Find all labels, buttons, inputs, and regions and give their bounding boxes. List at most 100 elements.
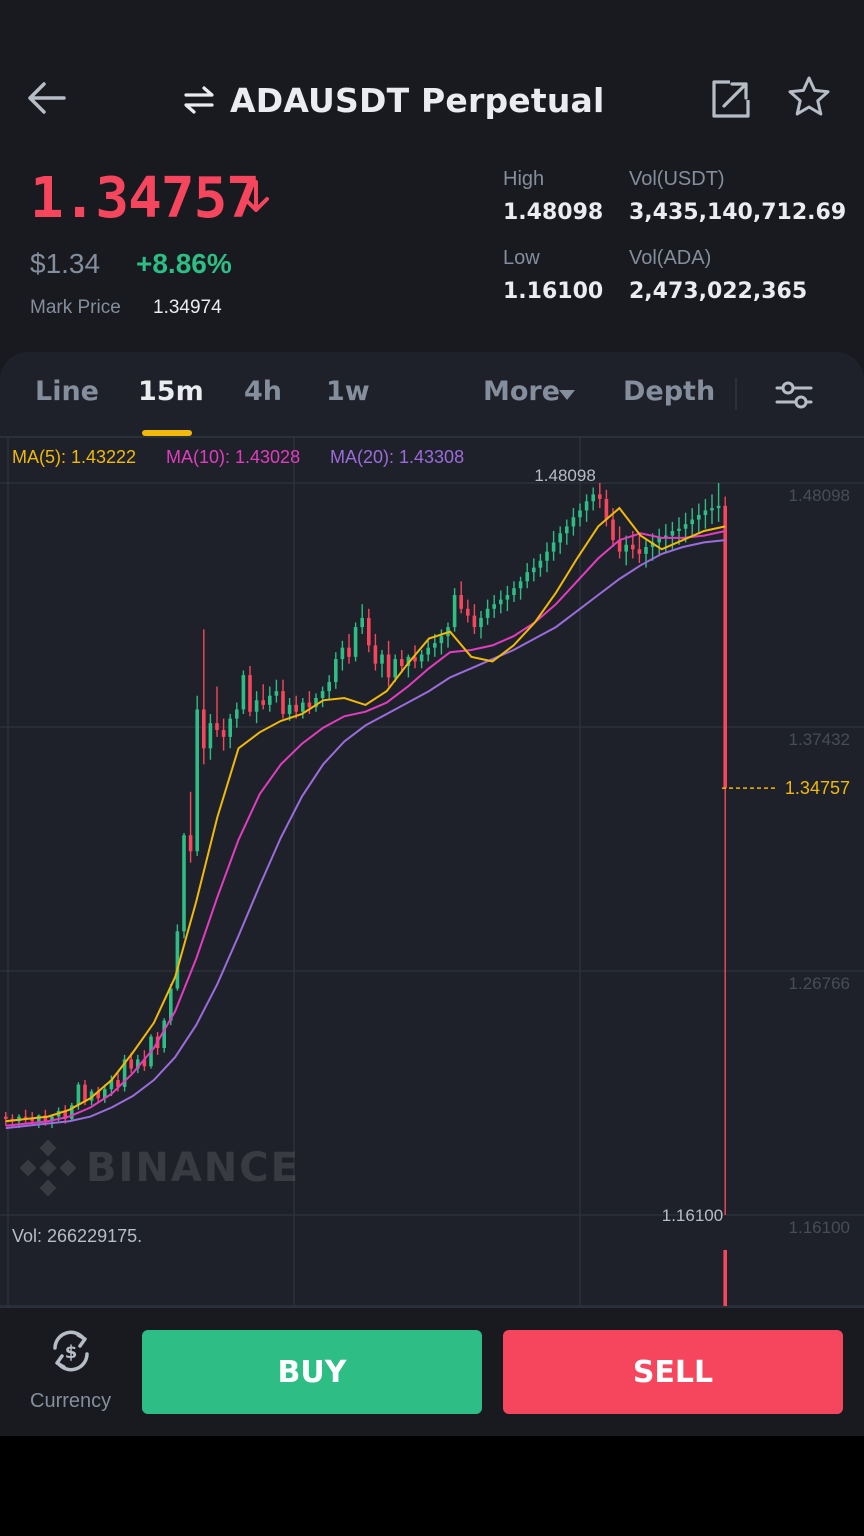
- candle-body: [215, 723, 219, 731]
- candle-body: [664, 535, 668, 538]
- candle-body: [43, 1115, 48, 1122]
- buy-button[interactable]: BUY: [142, 1330, 482, 1414]
- candle-body: [195, 709, 199, 852]
- candle-body: [122, 1059, 127, 1087]
- candle-body: [703, 510, 708, 515]
- candle-body: [492, 604, 496, 609]
- binance-logo-icon: [20, 1140, 76, 1196]
- candle-body: [162, 1020, 166, 1049]
- candle-body: [551, 542, 556, 552]
- candle-body: [274, 691, 279, 696]
- candle-body: [710, 508, 714, 511]
- candle-body: [347, 647, 351, 657]
- candle-body: [650, 542, 655, 548]
- high-price-marker: 1.48098: [534, 466, 595, 485]
- vol-usdt-value: 3,435,140,712.69: [629, 200, 847, 225]
- candle-body: [459, 595, 463, 609]
- candle-body: [261, 700, 265, 705]
- candle-body: [327, 681, 331, 692]
- candle-body: [617, 540, 622, 552]
- candle-body: [169, 988, 173, 1021]
- candle-body: [545, 551, 549, 561]
- candle-body: [466, 608, 470, 616]
- candle-body: [320, 691, 325, 698]
- mark-price-label: Mark Price: [30, 297, 121, 318]
- candle-body: [499, 599, 503, 605]
- candle-body: [182, 835, 186, 932]
- candle-body: [677, 528, 681, 531]
- candle-body: [281, 691, 285, 715]
- tab-bar-divider: [0, 436, 864, 438]
- low-price-marker: 1.16100: [662, 1206, 723, 1225]
- sell-button[interactable]: SELL: [503, 1330, 843, 1414]
- share-icon[interactable]: [708, 76, 754, 122]
- candle-body: [584, 501, 589, 511]
- candle-body: [70, 1105, 74, 1119]
- page-title-group[interactable]: ADAUSDT Perpetual: [182, 78, 605, 122]
- back-arrow-icon[interactable]: [22, 76, 70, 120]
- candle-body: [83, 1084, 87, 1101]
- candle-body: [631, 544, 635, 550]
- high-value: 1.48098: [503, 200, 604, 225]
- candle-body: [505, 595, 510, 600]
- candle-body: [50, 1116, 54, 1122]
- candle-body: [426, 647, 430, 655]
- ma5-line: [5, 506, 726, 1123]
- candle-body: [525, 572, 529, 582]
- candle-body: [129, 1059, 133, 1069]
- vol-usdt-label: Vol(USDT): [629, 168, 725, 190]
- candle-body: [386, 654, 391, 678]
- candle-body: [235, 709, 239, 719]
- y-axis-label: 1.26766: [789, 974, 850, 993]
- candle-body: [624, 544, 628, 552]
- watermark-text: BINANCE: [86, 1145, 300, 1191]
- usd-price: $1.34: [30, 248, 101, 279]
- vol-ada-value: 2,473,022,365: [629, 279, 808, 304]
- candle-body: [400, 659, 404, 666]
- candle-body: [512, 588, 516, 596]
- candle-body: [479, 617, 483, 628]
- candle-body: [23, 1116, 28, 1119]
- ma20-line: [5, 539, 726, 1130]
- candlestick-chart[interactable]: 1.48098 1.37432 1.26766 1.16100 1.48098 1.161…: [0, 438, 864, 1306]
- tab-1w[interactable]: 1w: [326, 376, 370, 407]
- candle-body: [538, 560, 543, 568]
- tab-divider: [735, 378, 737, 410]
- ma10-legend: MA(10): 1.43028: [166, 447, 301, 467]
- candle-body: [558, 533, 562, 543]
- candle-body: [30, 1118, 34, 1122]
- tab-depth[interactable]: Depth: [623, 376, 716, 407]
- tab-15m[interactable]: 15m: [138, 376, 204, 407]
- tab-4h[interactable]: 4h: [244, 376, 283, 407]
- tab-line[interactable]: Line: [35, 376, 99, 407]
- tab-more[interactable]: More: [483, 376, 561, 407]
- last-price: 1.34757: [30, 166, 260, 231]
- candle-body: [142, 1059, 147, 1067]
- y-axis-label: 1.48098: [789, 486, 850, 505]
- star-icon[interactable]: [786, 74, 832, 120]
- volume-label: Vol: 266229175.: [12, 1226, 143, 1246]
- swap-arrows-icon: [184, 86, 214, 114]
- candle-body: [334, 659, 338, 682]
- active-tab-indicator: [142, 430, 192, 436]
- candle-body: [248, 675, 252, 712]
- caret-down-icon[interactable]: [558, 389, 576, 401]
- change-percent: +8.86%: [136, 248, 232, 279]
- candle-body: [670, 530, 675, 536]
- last-price-label: 1.34757: [785, 778, 850, 798]
- candle-body: [4, 1116, 8, 1119]
- chart-settings-icon[interactable]: [774, 378, 814, 412]
- currency-swap-icon[interactable]: $: [46, 1326, 96, 1376]
- candle-body: [716, 505, 721, 509]
- candle-body: [175, 931, 180, 989]
- currency-label[interactable]: Currency: [30, 1390, 112, 1412]
- candle-body: [373, 645, 378, 664]
- candle-body: [591, 494, 595, 502]
- candle-body: [406, 656, 411, 666]
- candle-body: [254, 700, 259, 712]
- mark-price-value: 1.34974: [153, 297, 222, 318]
- low-value: 1.16100: [503, 279, 604, 304]
- ma10-line: [5, 530, 726, 1127]
- candle-body: [340, 647, 345, 660]
- ma5-legend: MA(5): 1.43222: [12, 447, 137, 467]
